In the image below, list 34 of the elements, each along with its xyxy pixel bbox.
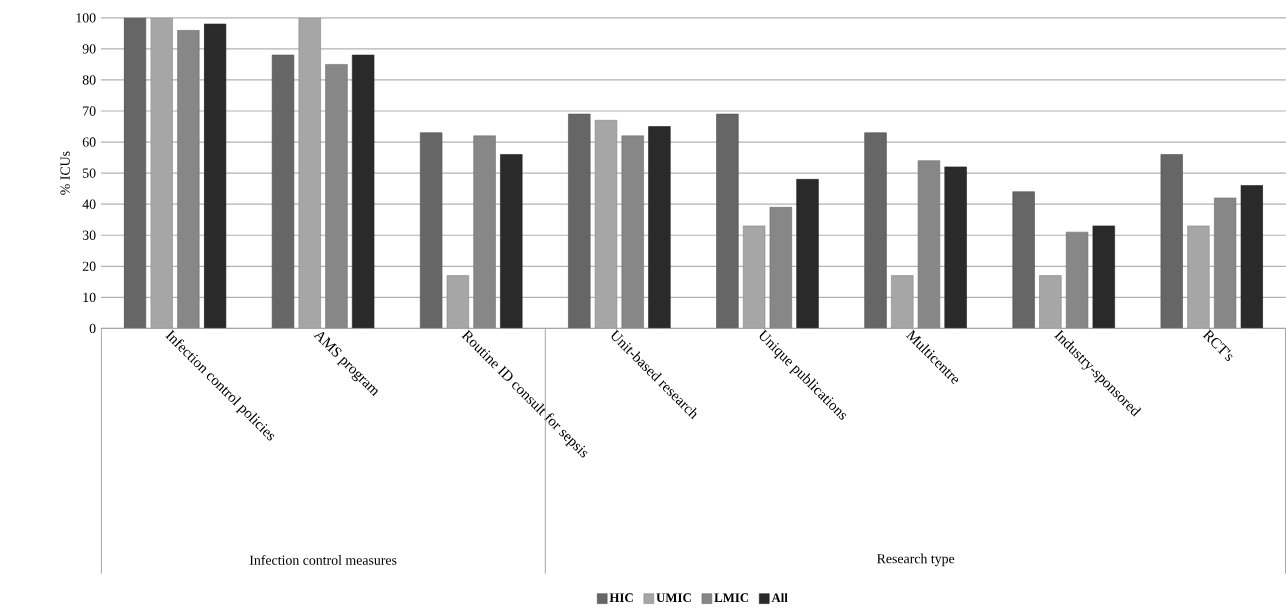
bar <box>177 29 200 329</box>
bar <box>1065 231 1089 329</box>
y-tick-label: 70 <box>83 106 96 116</box>
bar <box>271 54 295 329</box>
bar <box>864 132 887 329</box>
bar <box>1012 191 1035 329</box>
legend-label: HIC <box>609 593 633 602</box>
y-tick-label: 40 <box>82 199 96 209</box>
bar <box>769 206 792 329</box>
y-tick-label: 0 <box>89 323 96 333</box>
y-tick-label: 60 <box>82 137 96 147</box>
y-tick-label: 20 <box>82 261 96 271</box>
bar <box>716 113 739 329</box>
bar <box>123 17 147 329</box>
y-axis-title: % ICUs <box>60 151 70 195</box>
bar <box>568 113 591 329</box>
bar <box>917 160 941 329</box>
bar <box>621 135 644 329</box>
bar <box>325 63 348 329</box>
bar <box>419 132 443 329</box>
bar <box>473 135 496 329</box>
legend-label: LMIC <box>714 593 749 602</box>
legend-label: All <box>771 593 788 602</box>
y-tick-label: 100 <box>76 12 96 23</box>
bar <box>1214 197 1237 329</box>
y-tick-label: 10 <box>83 292 96 302</box>
y-tick-label: 50 <box>83 168 96 178</box>
y-tick-label: 30 <box>82 230 96 240</box>
text: Infection control measures <box>249 554 397 565</box>
text: Research type <box>877 553 955 567</box>
y-tick-label: 90 <box>82 44 96 54</box>
bar <box>1160 154 1183 329</box>
y-tick-label: 80 <box>82 75 96 85</box>
legend-label: UMIC <box>656 593 691 602</box>
